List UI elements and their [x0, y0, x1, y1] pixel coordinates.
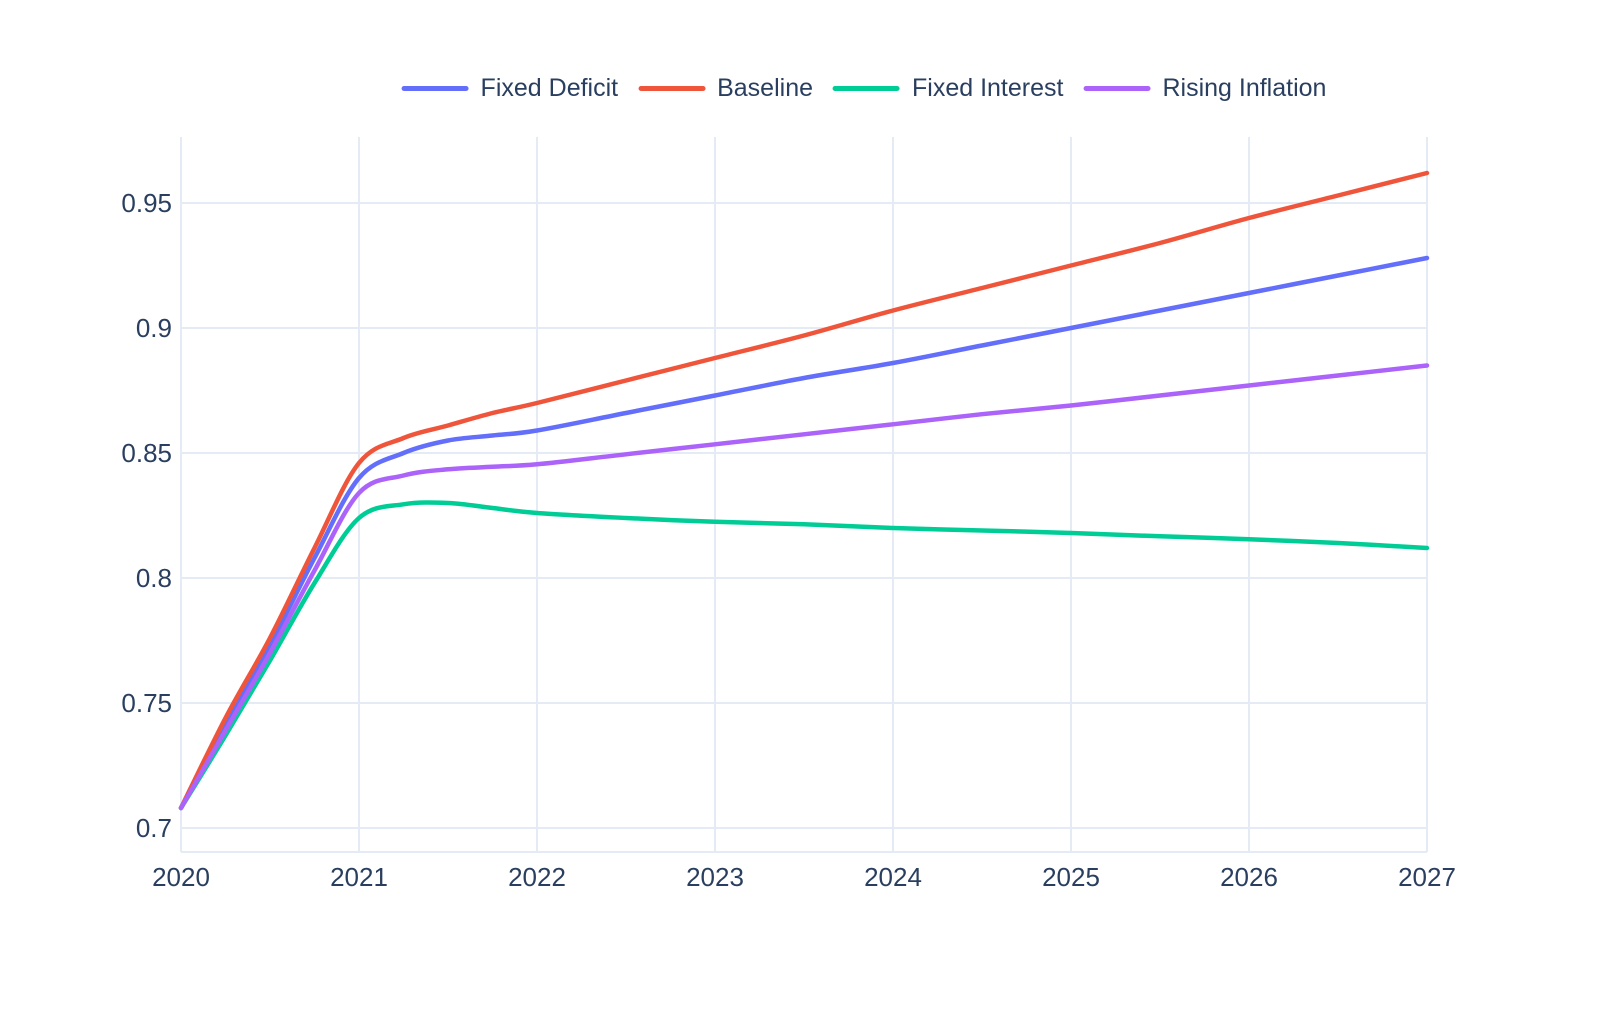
legend-swatch-icon [1083, 86, 1151, 91]
legend-label: Baseline [717, 74, 814, 102]
x-tick-label: 2025 [1042, 862, 1100, 892]
y-tick-label: 0.75 [121, 688, 172, 718]
legend-item-fixed-interest[interactable]: Fixed Interest [833, 74, 1063, 103]
line-rising-inflation [178, 363, 1430, 811]
gridlines [180, 137, 1428, 853]
x-tick-label: 2022 [508, 862, 566, 892]
y-tick-label: 0.9 [136, 313, 172, 343]
legend-item-rising-inflation[interactable]: Rising Inflation [1083, 74, 1326, 103]
series-lines [178, 170, 1430, 811]
x-tick-label: 2023 [686, 862, 744, 892]
x-axis-ticks: 2020 2021 2022 2023 2024 2025 2026 2027 [152, 862, 1456, 892]
y-tick-label: 0.95 [121, 188, 172, 218]
x-tick-label: 2021 [330, 862, 388, 892]
x-tick-label: 2027 [1398, 862, 1456, 892]
legend-item-baseline[interactable]: Baseline [638, 74, 813, 103]
x-tick-label: 2020 [152, 862, 210, 892]
chart-legend: Fixed Deficit Baseline Fixed Interest Risin… [401, 74, 1326, 103]
legend-label: Fixed Interest [912, 74, 1064, 102]
y-tick-label: 0.85 [121, 438, 172, 468]
legend-swatch-icon [401, 86, 469, 91]
line-fixed-interest [178, 500, 1430, 811]
line-baseline [178, 170, 1430, 811]
legend-label: Rising Inflation [1162, 74, 1327, 102]
x-tick-label: 2026 [1220, 862, 1278, 892]
y-tick-label: 0.7 [136, 813, 172, 843]
y-axis-ticks: 0.7 0.75 0.8 0.85 0.9 0.95 [121, 188, 172, 843]
legend-label: Fixed Deficit [480, 74, 619, 102]
legend-item-fixed-deficit[interactable]: Fixed Deficit [401, 74, 619, 103]
x-tick-label: 2024 [864, 862, 922, 892]
line-fixed-deficit [178, 255, 1430, 811]
legend-swatch-icon [638, 86, 706, 91]
legend-swatch-icon [833, 86, 901, 91]
y-tick-label: 0.8 [136, 563, 172, 593]
